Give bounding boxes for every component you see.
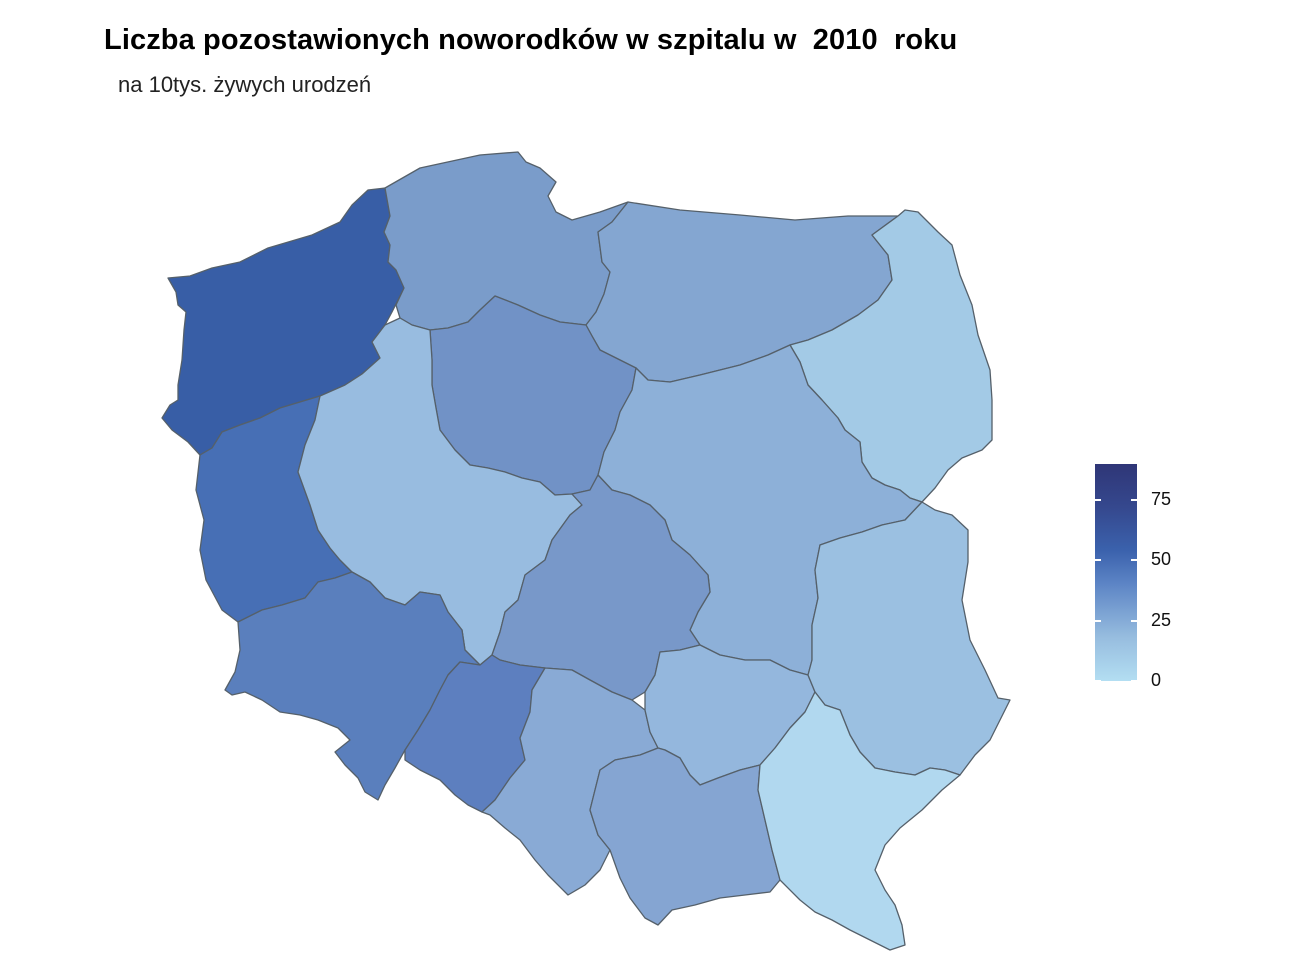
region-lubelskie[interactable] [807, 501, 1011, 776]
regions-layer [161, 151, 1011, 951]
legend-tick-mark [1095, 619, 1101, 622]
map-title: Liczba pozostawionych noworodków w szpit… [104, 24, 958, 56]
legend-tick-mark [1131, 499, 1137, 502]
region-podkarpackie[interactable] [757, 691, 961, 951]
legend-tick-label: 50 [1151, 549, 1172, 570]
legend-tick-mark [1131, 619, 1137, 622]
legend-tick-mark [1095, 559, 1101, 562]
map-subtitle: na 10tys. żywych urodzeń [118, 72, 372, 97]
legend-colorbar [1095, 464, 1137, 681]
legend-tick-mark [1095, 680, 1101, 682]
legend-tick-label: 0 [1151, 670, 1162, 690]
legend-tick-label: 25 [1151, 609, 1172, 630]
legend-tick-mark [1131, 559, 1137, 562]
region-opolskie[interactable] [404, 654, 546, 813]
legend-tick-mark [1131, 680, 1137, 682]
region-małopolskie[interactable] [589, 747, 781, 926]
legend-tick-mark [1095, 499, 1101, 502]
legend-tick-label: 75 [1151, 489, 1172, 510]
